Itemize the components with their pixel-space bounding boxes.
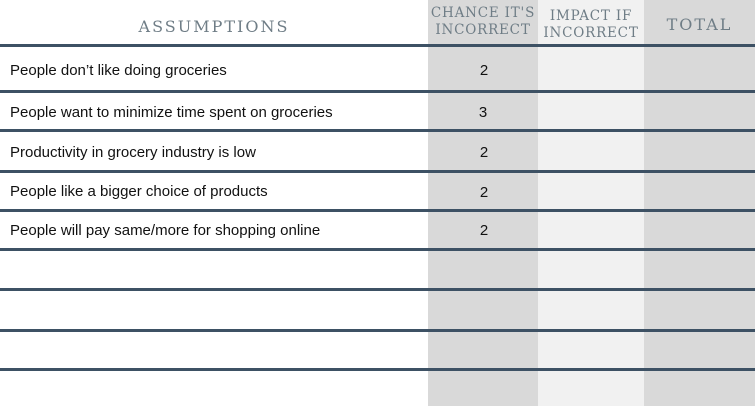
assumption-cell: People want to minimize time spent on gr… bbox=[10, 103, 333, 121]
chance-cell: 2 bbox=[479, 221, 489, 239]
row-separator bbox=[0, 90, 755, 93]
row-separator bbox=[0, 170, 755, 173]
header-impact-incorrect: IMPACT IF INCORRECT bbox=[543, 8, 639, 41]
assumption-cell bbox=[10, 251, 420, 287]
row-separator bbox=[0, 288, 755, 291]
assumption-cell: People don’t like doing groceries bbox=[10, 61, 227, 79]
chance-cell: 2 bbox=[479, 61, 489, 79]
row-separator bbox=[0, 329, 755, 332]
assumption-cell bbox=[10, 331, 420, 367]
row-separator bbox=[0, 209, 755, 212]
chance-cell: 2 bbox=[479, 183, 489, 201]
assumption-cell bbox=[10, 291, 420, 327]
row-separator bbox=[0, 248, 755, 251]
assumption-cell: Productivity in grocery industry is low bbox=[10, 143, 256, 161]
chance-cell: 2 bbox=[479, 143, 489, 161]
chance-cell: 3 bbox=[478, 103, 488, 121]
header-total: TOTAL bbox=[666, 14, 733, 34]
chance-column-shade bbox=[428, 0, 538, 406]
assumption-cell: People like a bigger choice of products bbox=[10, 182, 268, 200]
row-separator bbox=[0, 129, 755, 132]
header-chance-incorrect: CHANCE IT'S INCORRECT bbox=[430, 5, 536, 38]
header-assumptions: ASSUMPTIONS bbox=[138, 16, 290, 36]
row-separator bbox=[0, 44, 755, 47]
impact-column-shade bbox=[538, 0, 644, 406]
row-separator bbox=[0, 368, 755, 371]
total-column-shade bbox=[644, 0, 755, 406]
assumption-cell: People will pay same/more for shopping o… bbox=[10, 221, 321, 239]
